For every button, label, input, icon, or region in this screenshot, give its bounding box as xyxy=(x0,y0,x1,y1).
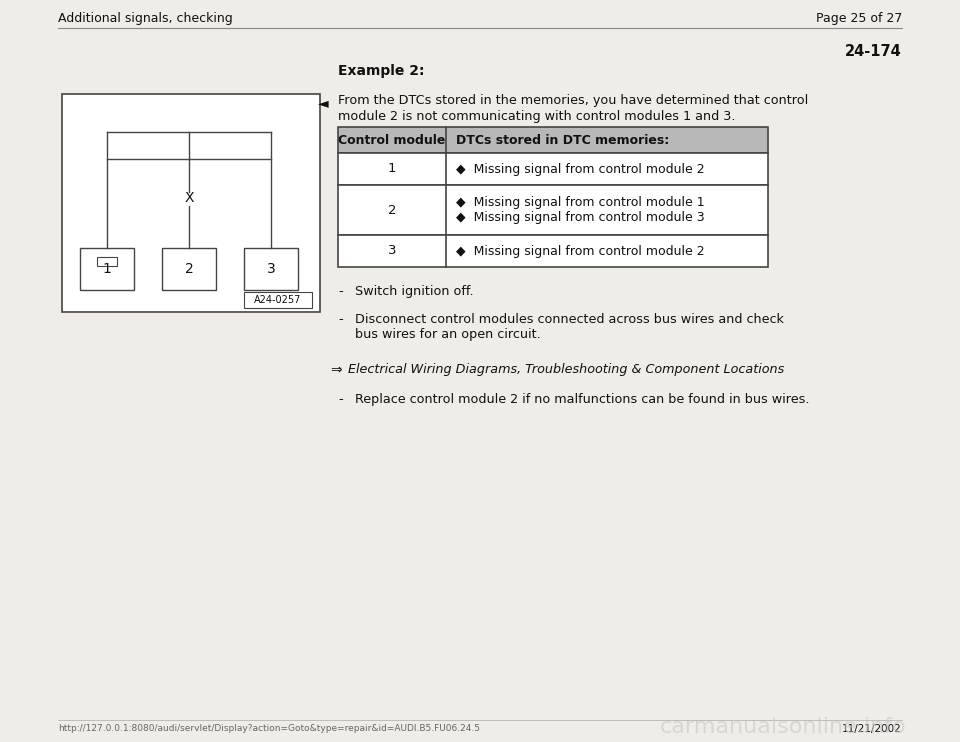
Text: ◆  Missing signal from control module 2: ◆ Missing signal from control module 2 xyxy=(456,245,705,257)
Bar xyxy=(62,94,320,312)
Text: ◆  Missing signal from control module 3: ◆ Missing signal from control module 3 xyxy=(456,211,705,224)
Text: Replace control module 2 if no malfunctions can be found in bus wires.: Replace control module 2 if no malfuncti… xyxy=(355,393,809,406)
Bar xyxy=(244,248,298,290)
Text: ◆  Missing signal from control module 1: ◆ Missing signal from control module 1 xyxy=(456,196,705,209)
Text: bus wires for an open circuit.: bus wires for an open circuit. xyxy=(355,328,540,341)
Text: carmanualsonline.info: carmanualsonline.info xyxy=(660,717,906,737)
Text: -: - xyxy=(338,393,343,406)
Text: -: - xyxy=(338,313,343,326)
Text: 24-174: 24-174 xyxy=(845,44,902,59)
Bar xyxy=(338,127,768,153)
Bar xyxy=(97,257,117,266)
Text: 11/21/2002: 11/21/2002 xyxy=(842,724,902,734)
Text: ◆  Missing signal from control module 2: ◆ Missing signal from control module 2 xyxy=(456,162,705,176)
Text: X: X xyxy=(184,191,194,206)
Text: Additional signals, checking: Additional signals, checking xyxy=(58,12,232,25)
Text: Switch ignition off.: Switch ignition off. xyxy=(355,285,473,298)
Text: Example 2:: Example 2: xyxy=(338,64,424,78)
Text: From the DTCs stored in the memories, you have determined that control: From the DTCs stored in the memories, yo… xyxy=(338,94,808,107)
Text: http://127.0.0.1:8080/audi/servlet/Display?action=Goto&type=repair&id=AUDI.B5.FU: http://127.0.0.1:8080/audi/servlet/Displ… xyxy=(58,724,480,733)
Text: Electrical Wiring Diagrams, Troubleshooting & Component Locations: Electrical Wiring Diagrams, Troubleshoot… xyxy=(348,363,784,376)
Text: 1: 1 xyxy=(103,262,111,276)
Bar xyxy=(338,153,768,185)
Bar xyxy=(338,185,768,235)
Text: ◄: ◄ xyxy=(318,96,328,110)
Bar xyxy=(80,248,134,290)
Text: 3: 3 xyxy=(267,262,276,276)
Text: 1: 1 xyxy=(388,162,396,176)
Text: module 2 is not communicating with control modules 1 and 3.: module 2 is not communicating with contr… xyxy=(338,110,735,123)
Text: Page 25 of 27: Page 25 of 27 xyxy=(816,12,902,25)
Text: DTCs stored in DTC memories:: DTCs stored in DTC memories: xyxy=(456,134,669,146)
Text: 3: 3 xyxy=(388,245,396,257)
Text: ⇒: ⇒ xyxy=(330,363,342,377)
Text: -: - xyxy=(338,285,343,298)
Bar xyxy=(162,248,216,290)
Text: 2: 2 xyxy=(388,203,396,217)
Bar xyxy=(338,235,768,267)
Text: 2: 2 xyxy=(184,262,193,276)
Text: Disconnect control modules connected across bus wires and check: Disconnect control modules connected acr… xyxy=(355,313,784,326)
Text: Control module: Control module xyxy=(338,134,445,146)
Text: A24-0257: A24-0257 xyxy=(254,295,301,305)
Bar xyxy=(244,292,312,308)
